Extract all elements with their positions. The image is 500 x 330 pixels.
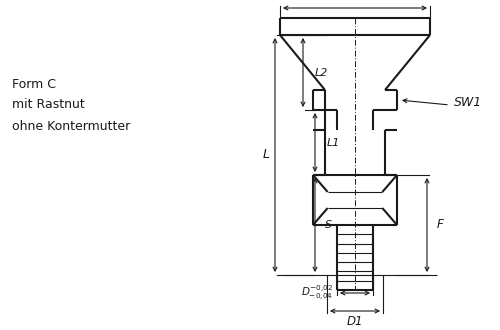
Text: D2: D2 [346, 0, 364, 1]
Text: F: F [437, 218, 444, 232]
Text: L: L [263, 148, 270, 161]
Text: S: S [325, 220, 332, 230]
Text: SW1: SW1 [454, 95, 482, 109]
Text: Form C
mit Rastnut
ohne Kontermutter: Form C mit Rastnut ohne Kontermutter [12, 78, 130, 133]
Text: $D^{-0{,}02}_{-0{,}04}$: $D^{-0{,}02}_{-0{,}04}$ [301, 284, 333, 302]
Text: D1: D1 [347, 315, 363, 328]
Text: L2: L2 [315, 68, 328, 78]
Text: L1: L1 [327, 138, 340, 148]
